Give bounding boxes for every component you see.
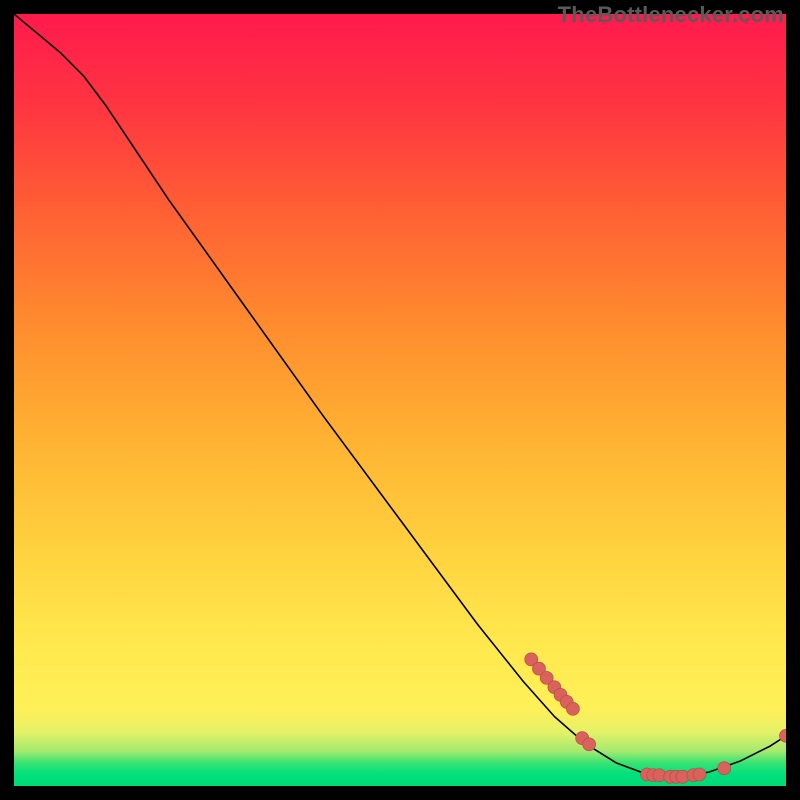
- watermark-text: TheBottlenecker.com: [558, 2, 784, 28]
- data-marker: [583, 738, 596, 751]
- data-marker: [566, 702, 579, 715]
- bottleneck-chart: [14, 14, 786, 786]
- data-marker: [693, 768, 706, 781]
- chart-svg: [14, 14, 786, 786]
- data-marker: [718, 762, 731, 775]
- gradient-background: [14, 14, 786, 786]
